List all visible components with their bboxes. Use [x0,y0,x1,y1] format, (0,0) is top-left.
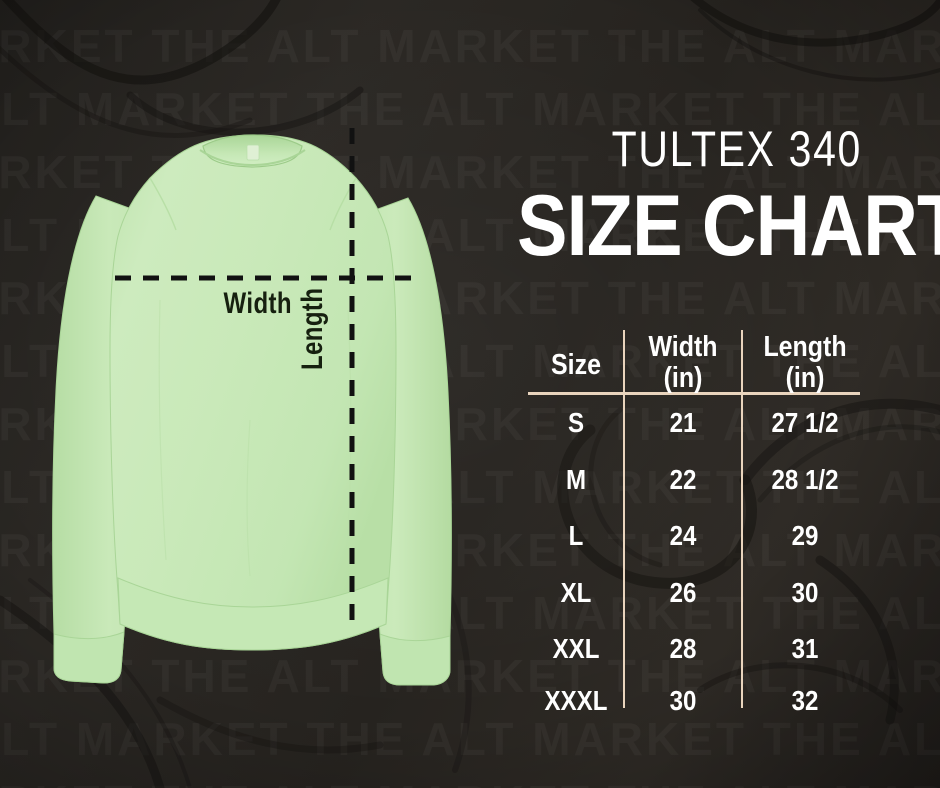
width-measure-label: Width [223,287,292,320]
table-row: 24 [669,520,697,551]
table-row: XL [560,577,592,608]
table-header-length-line2: (in) [785,362,825,395]
table-header-rule [528,392,860,395]
watermark-text: THE ALT MARKET THE ALT MARKET THE ALT MA… [0,0,940,6]
table-header-width-line2: (in) [663,362,703,395]
watermark-text: THE ALT MARKET THE ALT MARKET THE ALT MA… [0,779,940,788]
table-row: 22 [669,464,697,495]
table-row: S [567,407,585,438]
table-row: 28 1/2 [771,464,839,495]
table-row: 31 [791,633,819,664]
table-header-length-line1: Length [763,331,847,363]
table-row: 29 [791,520,819,551]
table-header-size: Size [551,349,601,381]
table-row: 27 1/2 [771,407,839,438]
table-row: 30 [791,577,819,608]
table-row: XXXL [544,685,608,716]
info-panel: TULTEX 340 SIZE CHART Size Width (in) Le… [470,0,940,788]
table-header-length: Length (in) [719,331,891,395]
garment-illustration: Width Length [52,128,452,686]
page-title: SIZE CHART [517,178,940,274]
size-table: Size Width (in) Length (in) S 21 27 1/2 … [525,330,870,720]
table-row: 32 [791,685,819,716]
table-row: 30 [669,685,697,716]
table-row: 28 [669,633,697,664]
table-header-width: Width (in) [597,331,769,395]
brand-title: TULTEX 340 [611,121,862,177]
table-column-divider-1 [623,330,625,708]
table-row: 26 [669,577,697,608]
length-measure-label: Length [296,287,329,370]
table-row: 21 [669,407,697,438]
table-row: XXL [552,633,600,664]
table-row: M [565,464,587,495]
table-column-divider-2 [741,330,743,708]
table-row: L [568,520,584,551]
table-header-width-line1: Width [648,331,718,363]
